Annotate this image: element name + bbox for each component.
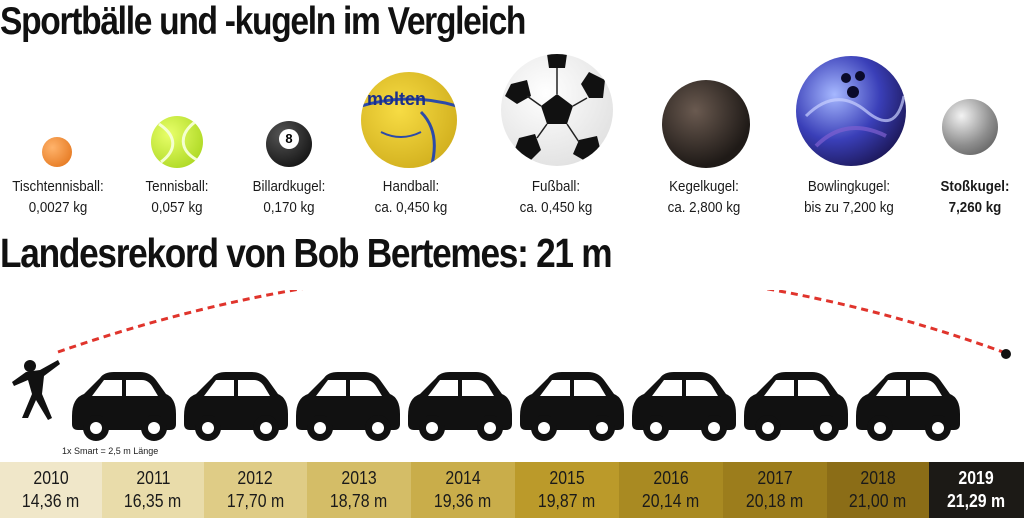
record-distance: 19,36 m [434, 491, 492, 511]
ball-weight: ca. 0,450 kg [374, 200, 448, 216]
record-cell-2016: 2016 20,14 m [619, 462, 723, 518]
record-cell-2011: 2011 16,35 m [102, 462, 204, 518]
ball-name: Tennisball: [145, 179, 209, 195]
shot-put-end-marker [1001, 349, 1011, 359]
ball-label-kegel: Kegelkugel: ca. 2,800 kg [644, 177, 764, 219]
ball-name: Tischtennisball: [12, 179, 104, 195]
section-title: Landesrekord von Bob Bertemes: 21 m [0, 230, 613, 276]
ball-label-table-tennis: Tischtennisball: 0,0027 kg [0, 177, 118, 219]
bowling-ball-icon [796, 56, 906, 166]
record-year: 2015 [549, 468, 585, 488]
table-tennis-ball-icon [42, 137, 72, 167]
record-year: 2017 [757, 468, 793, 488]
smart-length-note: 1x Smart = 2,5 m Länge [62, 446, 159, 456]
record-distance: 14,36 m [22, 491, 80, 511]
ball-name: Fußball: [531, 179, 581, 195]
ball-name: Kegelkugel: [669, 179, 739, 195]
ball-label-soccer: Fußball: ca. 0,450 kg [496, 177, 616, 219]
record-distance: 16,35 m [124, 491, 182, 511]
record-distance: 20,14 m [642, 491, 700, 511]
athlete-icon [12, 360, 60, 420]
ball-weight: ca. 2,800 kg [667, 200, 741, 216]
record-cell-2017: 2017 20,18 m [723, 462, 827, 518]
record-cell-2019: 2019 21,29 m [929, 462, 1024, 518]
ball-weight: bis zu 7,200 kg [804, 200, 894, 216]
record-timeline: 2010 14,36 m 2011 16,35 m 2012 17,70 m 2… [0, 462, 1024, 518]
ball-name: Stoßkugel: [940, 179, 1010, 195]
record-year: 2010 [33, 468, 69, 488]
billiard-ball-icon: 8 [266, 121, 312, 167]
record-year: 2014 [445, 468, 481, 488]
record-year: 2012 [237, 468, 274, 488]
ball-name: Handball: [382, 179, 440, 195]
handball-icon: molten [361, 72, 457, 168]
record-cell-2010: 2010 14,36 m [0, 462, 102, 518]
record-distance: 18,78 m [330, 491, 388, 511]
ball-weight: 0,170 kg [263, 200, 315, 216]
record-year: 2016 [653, 468, 689, 488]
smart-car-icon [632, 372, 736, 441]
record-distance: 17,70 m [226, 491, 285, 511]
record-cell-2012: 2012 17,70 m [204, 462, 307, 518]
record-distance: 20,18 m [746, 491, 804, 511]
record-distance: 19,87 m [538, 491, 596, 511]
record-year: 2019 [958, 468, 995, 488]
smart-car-icon-partial [962, 372, 1024, 441]
record-year: 2013 [341, 468, 377, 488]
record-cell-2013: 2013 18,78 m [307, 462, 411, 518]
record-cell-2014: 2014 19,36 m [411, 462, 515, 518]
ball-label-bowling: Bowlingkugel: bis zu 7,200 kg [789, 177, 909, 219]
ball-weight: ca. 0,450 kg [519, 200, 593, 216]
smart-car-icon [856, 372, 960, 441]
record-year: 2011 [135, 468, 171, 488]
smart-car-icon [744, 372, 848, 441]
smart-car-icon [408, 372, 512, 441]
soccer-ball-icon [501, 54, 613, 166]
bowling-pin-ball-icon [662, 80, 750, 168]
record-distance: 21,29 m [947, 491, 1006, 511]
ball-weight: 7,260 kg [948, 200, 1002, 216]
record-cell-2018: 2018 21,00 m [827, 462, 929, 518]
ball-name: Bowlingkugel: [807, 179, 891, 195]
ball-label-shot-put: Stoßkugel: 7,260 kg [915, 177, 1024, 219]
tennis-ball-icon [151, 116, 203, 168]
record-illustration [12, 290, 1024, 441]
record-year: 2018 [860, 468, 896, 488]
ball-name: Billardkugel: [252, 179, 326, 195]
record-cell-2015: 2015 19,87 m [515, 462, 619, 518]
record-distance: 21,00 m [849, 491, 907, 511]
page-title: Sportbälle und -kugeln im Vergleich [0, 0, 526, 43]
ball-label-billiard: Billardkugel: 0,170 kg [229, 177, 349, 219]
shot-put-icon [942, 99, 998, 155]
smart-car-icon [520, 372, 624, 441]
trajectory-line [57, 290, 1004, 354]
ball-label-tennis: Tennisball: 0,057 kg [117, 177, 237, 219]
ball-weight: 0,057 kg [151, 200, 203, 216]
smart-car-icon [184, 372, 288, 441]
handball-brand: molten [367, 89, 426, 109]
smart-car-icon [296, 372, 400, 441]
ball-weight: 0,0027 kg [28, 200, 88, 216]
ball-label-handball: Handball: ca. 0,450 kg [351, 177, 471, 219]
smart-car-icon [72, 372, 176, 441]
